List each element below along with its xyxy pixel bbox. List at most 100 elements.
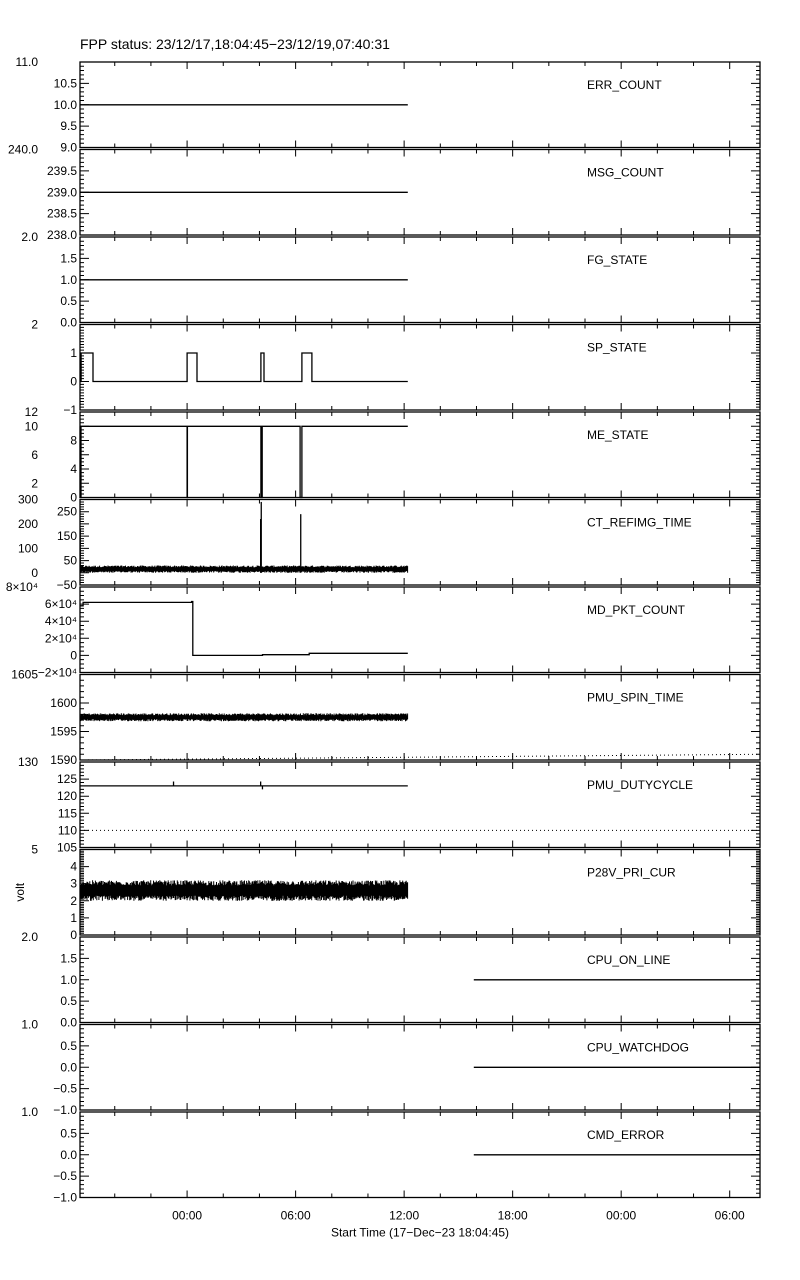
y-tick-label: 0 — [70, 375, 77, 389]
y-tick-label: −0.5 — [53, 1169, 77, 1183]
y-tick-label: 2 — [31, 476, 38, 490]
y-tick-label: 0 — [70, 648, 77, 662]
y-tick-label: 1.0 — [21, 1105, 38, 1119]
panel-cmd-error: −1.0 −0.5 0.0 0.5 1.0 CMD_ERROR — [21, 1105, 761, 1205]
y-tick-label: 1600 — [50, 696, 77, 710]
y-tick-label: 0 — [70, 928, 77, 942]
y-tick-label: 1.5 — [60, 251, 77, 265]
x-tick-label: 06:00 — [281, 1209, 311, 1223]
x-ticks — [114, 937, 731, 1023]
panel-name: MSG_COUNT — [587, 166, 664, 180]
y-ticks — [80, 324, 760, 411]
x-ticks — [114, 1024, 731, 1110]
y-ticks — [80, 1111, 760, 1198]
x-ticks — [114, 324, 731, 410]
y-tick-label: 130 — [18, 755, 38, 769]
x-tick-label: 00:00 — [172, 1209, 202, 1223]
panel-frame — [79, 761, 761, 849]
x-tick-label: 00:00 — [606, 1209, 636, 1223]
y-tick-label: 100 — [18, 541, 38, 555]
panel-name: FG_STATE — [587, 253, 647, 267]
y-tick-label: 8 — [70, 434, 77, 448]
panel-name: ERR_COUNT — [587, 78, 662, 92]
x-ticks — [114, 499, 731, 585]
y-tick-label: 0 — [31, 566, 38, 580]
panel-pmu-spin-time: 1590 1595 1600 1605 PMU_SPIN_TIME — [11, 668, 761, 767]
y-tick-label: 1595 — [50, 725, 77, 739]
noise-band — [79, 880, 409, 901]
panel-name: P28V_PRI_CUR — [587, 866, 676, 880]
x-tick-label: 12:00 — [389, 1209, 419, 1223]
panel-pmu-dutycycle: 105 110 115 120 125 130 PMU_DUTYCYCLE — [18, 755, 761, 855]
y-tick-label: 1.0 — [60, 973, 77, 987]
y-tick-label: 239.5 — [47, 164, 77, 178]
series-line — [79, 425, 408, 499]
noise-band — [79, 713, 409, 722]
y-ticks — [80, 761, 760, 848]
y-tick-label: 0.5 — [60, 294, 77, 308]
y-tick-label: 2.0 — [21, 930, 38, 944]
y-tick-label: 238.0 — [47, 228, 77, 242]
y-ticks — [80, 586, 760, 673]
panel-ct-refimg-time: −50 0 50 100 150 200 250 300 CT_REFIMG_TIME — [18, 493, 761, 592]
y-tick-label: −1.0 — [53, 1191, 77, 1205]
x-ticks — [114, 62, 731, 148]
y-tick-label: 3 — [70, 877, 77, 891]
y-tick-label: 6 — [31, 448, 38, 462]
y-ticks — [80, 1024, 760, 1111]
chart-title: FPP status: 23/12/17,18:04:45−23/12/19,0… — [80, 36, 390, 52]
y-tick-label: 0.5 — [60, 994, 77, 1008]
panel-name: MD_PKT_COUNT — [587, 603, 686, 617]
y-tick-label: 0 — [70, 491, 77, 505]
y-tick-label: 12 — [25, 405, 39, 419]
y-tick-label: 10.0 — [54, 98, 78, 112]
panel-name: CMD_ERROR — [587, 1128, 665, 1142]
y-tick-label: 120 — [57, 789, 77, 803]
panel-fg-state: 0.0 0.5 1.0 1.5 2.0 FG_STATE — [21, 230, 761, 330]
y-tick-label: 50 — [64, 554, 78, 568]
y-ticks — [80, 61, 760, 148]
x-tick-label: 18:00 — [498, 1209, 528, 1223]
y-tick-label: 0.0 — [60, 316, 77, 330]
panel-msg-count: 238.0 238.5 239.0 239.5 240.0 MSG_COUNT — [8, 143, 761, 242]
y-tick-label: 9.5 — [60, 119, 77, 133]
y-tick-label: 1605 — [11, 668, 38, 682]
y-tick-label: 2 — [31, 318, 38, 332]
y-tick-label: −50 — [57, 578, 78, 592]
y-tick-label: 238.5 — [47, 207, 77, 221]
y-tick-label: −1.0 — [53, 1103, 77, 1117]
y-ticks — [80, 499, 760, 586]
panel-frame — [79, 411, 761, 499]
x-ticks — [114, 587, 731, 673]
y-tick-label: −0.5 — [53, 1082, 77, 1096]
y-tick-label: 4×10⁴ — [45, 614, 77, 628]
x-tick-label: 06:00 — [715, 1209, 745, 1223]
y-tick-label: 1590 — [50, 753, 77, 767]
y-tick-label: 1.0 — [21, 1018, 38, 1032]
y-tick-label: 0.0 — [60, 1060, 77, 1074]
y-tick-label: 4 — [70, 860, 77, 874]
panel-name: CPU_WATCHDOG — [587, 1041, 689, 1055]
panel-name: PMU_SPIN_TIME — [587, 691, 684, 705]
y-tick-label: 300 — [18, 493, 38, 507]
y-tick-label: 9.0 — [60, 141, 77, 155]
x-ticks — [114, 237, 731, 323]
y-tick-label: 125 — [57, 772, 77, 786]
y-tick-label: 250 — [57, 505, 77, 519]
y-tick-label: 1 — [70, 346, 77, 360]
y-tick-label: 6×10⁴ — [45, 597, 77, 611]
series-line — [80, 600, 408, 657]
y-tick-label: 105 — [57, 841, 77, 855]
panel-name: SP_STATE — [587, 341, 647, 355]
y-tick-label: 239.0 — [47, 185, 77, 199]
y-tick-label: 2.0 — [21, 230, 38, 244]
x-ticks — [114, 149, 731, 235]
x-ticks — [114, 674, 731, 760]
y-tick-label: −1 — [63, 403, 77, 417]
limit-line — [79, 753, 761, 761]
panel-frame — [79, 323, 761, 411]
panel-cpu-on-line: 0.0 0.5 1.0 1.5 2.0 CPU_ON_LINE — [21, 930, 761, 1030]
panel-cpu-watchdog: −1.0 −0.5 0.0 0.5 1.0 CPU_WATCHDOG — [21, 1018, 761, 1117]
y-tick-label: 240.0 — [8, 143, 38, 157]
